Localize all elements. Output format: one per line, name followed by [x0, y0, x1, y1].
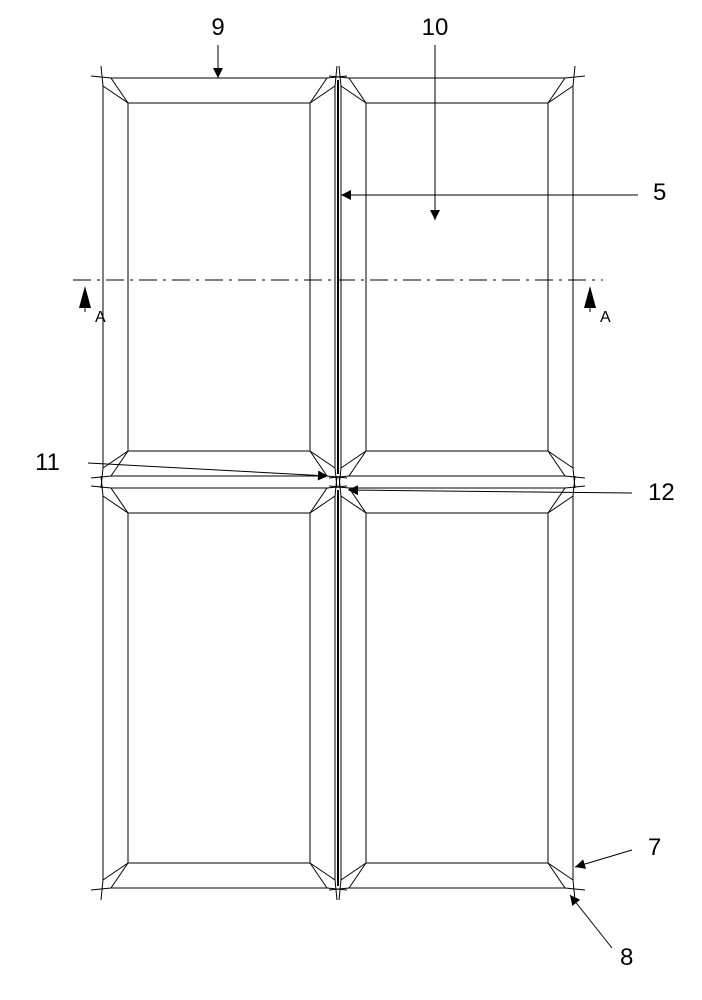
label-9: 9	[211, 14, 224, 41]
label-7: 7	[648, 834, 661, 861]
label-5: 5	[653, 179, 666, 206]
svg-text:A: A	[95, 309, 106, 326]
label-10: 10	[422, 14, 449, 41]
label-8: 8	[620, 944, 633, 971]
label-11: 11	[35, 449, 60, 476]
label-12: 12	[648, 479, 675, 506]
svg-text:A: A	[600, 309, 611, 326]
